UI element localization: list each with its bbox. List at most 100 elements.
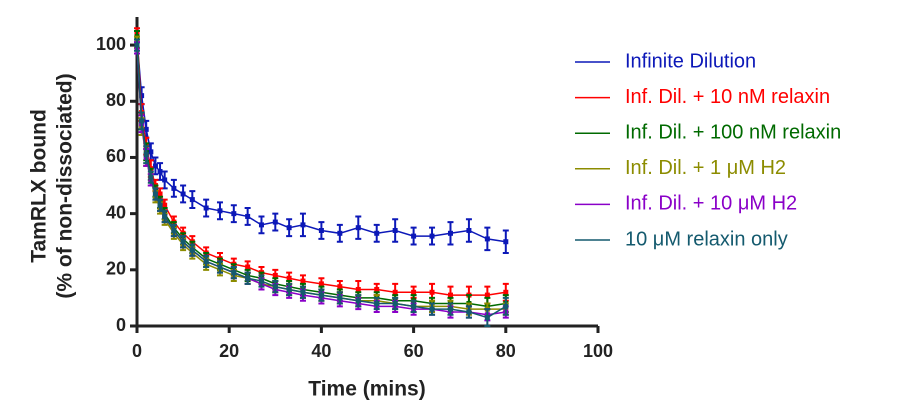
point bbox=[148, 174, 154, 180]
point bbox=[355, 225, 361, 231]
y-tick-label: 0 bbox=[116, 315, 126, 335]
point bbox=[429, 289, 435, 295]
point bbox=[143, 152, 149, 158]
point bbox=[180, 239, 186, 245]
legend-label: Inf. Dil. + 100 nM relaxin bbox=[625, 121, 841, 143]
y-tick-label: 40 bbox=[106, 202, 126, 222]
y-tick-label: 60 bbox=[106, 146, 126, 166]
y-tick-label: 80 bbox=[106, 90, 126, 110]
point bbox=[157, 191, 163, 197]
point bbox=[392, 289, 398, 295]
point bbox=[157, 202, 163, 208]
point bbox=[139, 93, 145, 99]
y-axis-title: (% of non-dissociated) bbox=[54, 73, 77, 298]
point bbox=[203, 205, 209, 211]
point bbox=[171, 185, 177, 191]
point bbox=[231, 270, 237, 276]
x-tick-label: 60 bbox=[404, 341, 424, 361]
point bbox=[143, 126, 149, 132]
point bbox=[447, 306, 453, 312]
point bbox=[411, 303, 417, 309]
point bbox=[447, 292, 453, 298]
point bbox=[447, 230, 453, 236]
point bbox=[152, 163, 158, 169]
legend-label: Inf. Dil. + 10 μM H2 bbox=[625, 193, 797, 215]
point bbox=[374, 230, 380, 236]
point bbox=[286, 225, 292, 231]
point bbox=[300, 289, 306, 295]
point bbox=[134, 42, 140, 48]
point bbox=[157, 169, 163, 174]
point bbox=[217, 208, 223, 214]
point bbox=[217, 264, 223, 270]
point bbox=[300, 278, 306, 284]
point bbox=[258, 222, 264, 228]
y-tick-label: 20 bbox=[106, 259, 126, 279]
point bbox=[503, 239, 509, 245]
legend-label: 10 μM relaxin only bbox=[625, 228, 788, 250]
fit-line bbox=[136, 47, 506, 316]
point bbox=[374, 286, 380, 292]
x-tick-label: 0 bbox=[132, 341, 142, 361]
point bbox=[355, 298, 361, 304]
point bbox=[503, 303, 509, 309]
point bbox=[484, 236, 490, 242]
point bbox=[148, 149, 154, 155]
point bbox=[411, 289, 417, 295]
point bbox=[484, 292, 490, 298]
point bbox=[272, 219, 278, 225]
point bbox=[286, 286, 292, 292]
point bbox=[429, 233, 435, 239]
point bbox=[337, 230, 343, 236]
point bbox=[484, 315, 490, 321]
point bbox=[272, 284, 278, 290]
point bbox=[162, 213, 168, 219]
legend-label: Infinite Dilution bbox=[625, 50, 756, 72]
fit-line bbox=[136, 42, 506, 310]
point bbox=[162, 177, 168, 183]
y-axis-title: TamRLX bound bbox=[28, 109, 51, 263]
point bbox=[152, 191, 158, 197]
fit-line bbox=[136, 45, 507, 319]
point bbox=[503, 289, 509, 295]
point bbox=[466, 309, 472, 315]
point bbox=[162, 202, 168, 208]
x-axis-title: Time (mins) bbox=[308, 378, 425, 401]
point bbox=[245, 264, 251, 270]
point bbox=[171, 227, 177, 233]
point bbox=[189, 197, 195, 203]
point bbox=[429, 306, 435, 312]
point bbox=[318, 292, 324, 298]
point bbox=[189, 247, 195, 253]
point bbox=[245, 213, 251, 219]
legend-label: Inf. Dil. + 1 μM H2 bbox=[625, 157, 786, 179]
point bbox=[318, 281, 324, 287]
x-tick-label: 20 bbox=[219, 341, 239, 361]
point bbox=[180, 191, 186, 197]
point bbox=[318, 227, 324, 233]
point bbox=[355, 286, 361, 292]
point bbox=[286, 275, 292, 281]
point bbox=[245, 275, 251, 281]
point bbox=[411, 233, 417, 239]
point bbox=[466, 227, 472, 233]
point bbox=[392, 301, 398, 307]
x-tick-label: 80 bbox=[496, 341, 516, 361]
legend-label: Inf. Dil. + 10 nM relaxin bbox=[625, 86, 830, 108]
fit-line bbox=[136, 39, 506, 243]
point bbox=[139, 118, 145, 124]
x-tick-label: 100 bbox=[583, 341, 613, 361]
point bbox=[272, 272, 278, 278]
point bbox=[203, 258, 209, 264]
point bbox=[392, 227, 398, 233]
point bbox=[258, 278, 264, 284]
fit-line bbox=[136, 36, 506, 308]
y-tick-label: 100 bbox=[96, 34, 126, 54]
point bbox=[374, 301, 380, 307]
point bbox=[300, 222, 306, 228]
point bbox=[337, 284, 343, 290]
point bbox=[231, 211, 237, 217]
x-tick-label: 40 bbox=[311, 341, 331, 361]
point bbox=[337, 295, 343, 301]
